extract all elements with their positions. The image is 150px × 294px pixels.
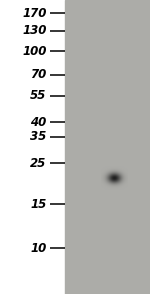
Text: 15: 15 [30, 198, 46, 211]
Text: 35: 35 [30, 130, 46, 143]
Text: 170: 170 [22, 7, 46, 20]
Text: 55: 55 [30, 89, 46, 102]
Text: 100: 100 [22, 45, 46, 58]
Text: 10: 10 [30, 242, 46, 255]
Bar [64, 0, 150, 294]
Text: 130: 130 [22, 24, 46, 37]
Text: 25: 25 [30, 157, 46, 170]
Text: 70: 70 [30, 69, 46, 81]
Text: 40: 40 [30, 116, 46, 128]
